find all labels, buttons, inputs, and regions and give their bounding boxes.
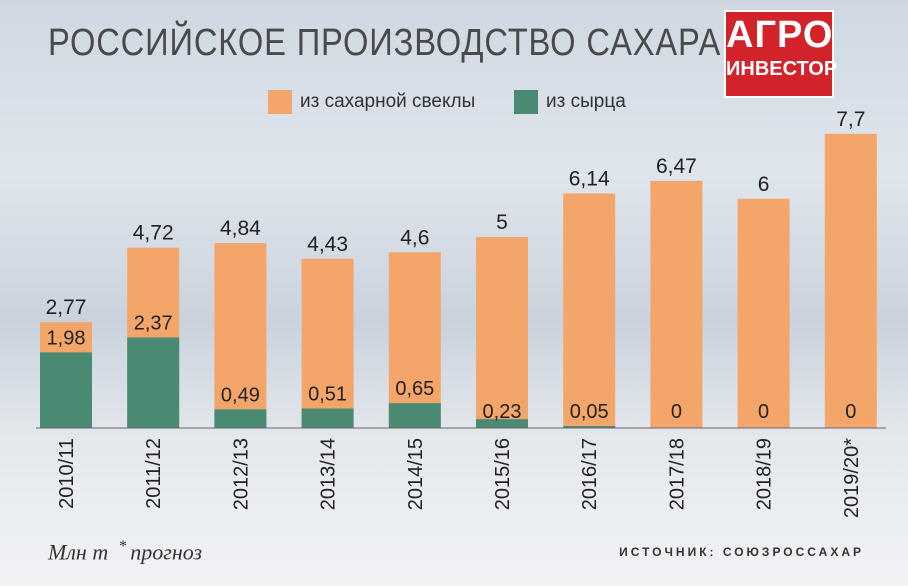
bar-raw	[388, 403, 441, 428]
data-label-raw: 0	[671, 401, 682, 423]
bar-beet	[388, 252, 441, 428]
data-label-beet: 2,77	[46, 296, 87, 319]
bar-beet	[824, 133, 877, 429]
data-label-raw: 0	[845, 401, 856, 423]
x-tick-label: 2011/12	[143, 438, 165, 509]
chart-title: РОССИЙСКОЕ ПРОИЗВОДСТВО САХАРА	[48, 22, 722, 64]
bar-beet	[214, 243, 267, 428]
x-tick-label: 2018/19	[754, 438, 776, 510]
x-tick-label: 2012/13	[230, 438, 252, 510]
data-label-raw: 0,05	[570, 401, 609, 423]
legend-item-raw: из сырца	[514, 90, 626, 114]
x-tick-label: 2017/18	[666, 438, 688, 510]
data-label-beet: 7,7	[836, 108, 865, 131]
x-tick-label: 2019/20*	[841, 438, 863, 518]
data-label-beet: 6,47	[656, 155, 697, 178]
bar-raw	[301, 408, 354, 428]
x-tick-label: 2015/16	[492, 438, 514, 510]
bar-raw	[127, 337, 180, 428]
data-label-beet: 4,43	[307, 233, 348, 256]
bar-beet	[650, 180, 703, 428]
units-label: Млн т	[48, 539, 109, 565]
bar-beet	[301, 258, 354, 428]
bar-beet	[737, 198, 790, 428]
legend-label-beet: из сахарной свеклы	[300, 91, 476, 112]
x-tick-label: 2016/17	[579, 438, 601, 510]
legend-label-raw: из сырца	[546, 91, 626, 112]
footnote: Млн т * прогноз	[48, 538, 202, 565]
data-label-raw: 1,98	[47, 327, 86, 349]
logo-line-2: ИНВЕСТОР	[726, 58, 838, 80]
data-label-raw: 0,51	[308, 384, 347, 406]
data-label-beet: 4,84	[220, 217, 261, 240]
data-label-raw: 0,49	[221, 384, 260, 406]
data-label-raw: 2,37	[134, 312, 173, 334]
forecast-label: прогноз	[130, 539, 203, 565]
source-label: ИСТОЧНИК: СОЮЗРОССАХАР	[619, 545, 864, 559]
legend-swatch-beet	[268, 90, 292, 114]
data-label-raw: 0	[758, 401, 769, 423]
data-label-raw: 0,65	[395, 378, 434, 400]
bar-raw	[563, 426, 616, 428]
data-label-beet: 5	[496, 211, 508, 234]
legend-item-beet: из сахарной свеклы	[268, 90, 475, 114]
bar-beet	[476, 237, 528, 428]
legend-swatch-raw	[514, 90, 538, 114]
bar-raw	[40, 352, 92, 428]
bar-raw	[214, 409, 267, 428]
data-label-beet: 4,6	[400, 226, 429, 249]
data-label-raw: 0,23	[483, 401, 522, 423]
logo-line-1: АГРО	[726, 14, 834, 56]
data-label-beet: 4,72	[133, 222, 174, 245]
data-label-beet: 6,14	[569, 167, 610, 190]
x-tick-label: 2010/11	[56, 438, 78, 509]
agroinvestor-logo: АГРО ИНВЕСТОР	[724, 10, 838, 98]
bar-raw	[476, 419, 528, 428]
x-tick-label: 2013/14	[318, 438, 340, 510]
bar-beet	[563, 193, 616, 428]
data-label-beet: 6	[758, 173, 770, 196]
x-tick-label: 2014/15	[405, 438, 427, 510]
footnote-star: *	[118, 538, 127, 555]
